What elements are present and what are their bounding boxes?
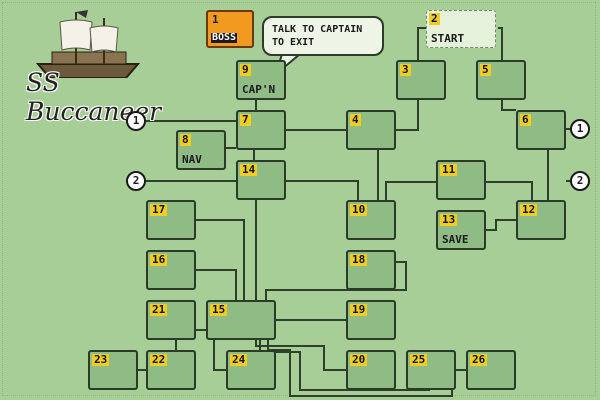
room-11[interactable]: 11 — [436, 160, 486, 200]
room-21[interactable]: 21 — [146, 300, 196, 340]
exit-marker-2-left[interactable]: 2 — [126, 171, 146, 191]
room-4[interactable]: 4 — [346, 110, 396, 150]
captain-dialog: TALK TO CAPTAIN TO EXIT — [262, 16, 384, 56]
room-number: 16 — [150, 253, 168, 266]
room-number: 22 — [150, 353, 168, 366]
room-number: 24 — [230, 353, 248, 366]
game-title: SS Buccaneer — [26, 68, 162, 126]
exit-marker-1-right[interactable]: 1 — [570, 119, 590, 139]
room-15[interactable]: 15 — [206, 300, 276, 340]
room-number: 13 — [440, 213, 458, 226]
room-number: 11 — [440, 163, 458, 176]
room-number: 15 — [210, 303, 228, 316]
ship-logo: SS Buccaneer — [10, 8, 200, 126]
room-16[interactable]: 16 — [146, 250, 196, 290]
room-number: 4 — [350, 113, 361, 126]
room-number: 20 — [350, 353, 368, 366]
room-9-captain[interactable]: 9 CAP'N — [236, 60, 286, 100]
room-label: SAVE — [442, 233, 469, 246]
room-number: 14 — [240, 163, 258, 176]
room-label: NAV — [182, 153, 202, 166]
room-number: 19 — [350, 303, 368, 316]
room-number: 6 — [520, 113, 531, 126]
exit-marker-2-right[interactable]: 2 — [570, 171, 590, 191]
room-20[interactable]: 20 — [346, 350, 396, 390]
room-22[interactable]: 22 — [146, 350, 196, 390]
room-18[interactable]: 18 — [346, 250, 396, 290]
room-number: 21 — [150, 303, 168, 316]
room-number: 18 — [350, 253, 368, 266]
room-number: 12 — [520, 203, 538, 216]
room-14[interactable]: 14 — [236, 160, 286, 200]
room-7[interactable]: 7 — [236, 110, 286, 150]
room-17[interactable]: 17 — [146, 200, 196, 240]
room-label: CAP'N — [242, 83, 276, 96]
room-26[interactable]: 26 — [466, 350, 516, 390]
room-8-nav[interactable]: 8 NAV — [176, 130, 226, 170]
room-6[interactable]: 6 — [516, 110, 566, 150]
dialog-line-1: TALK TO CAPTAIN — [272, 24, 363, 35]
room-number: 17 — [150, 203, 168, 216]
room-number: 3 — [400, 63, 411, 76]
room-number: 26 — [470, 353, 488, 366]
room-label: BOSS — [211, 32, 238, 43]
room-number: 8 — [180, 133, 191, 146]
exit-marker-1-left[interactable]: 1 — [126, 111, 146, 131]
room-number: 5 — [480, 63, 491, 76]
room-13-save[interactable]: 13 SAVE — [436, 210, 486, 250]
dialog-line-2: TO EXIT — [272, 37, 315, 48]
room-number: 25 — [410, 353, 428, 366]
room-23[interactable]: 23 — [88, 350, 138, 390]
room-label: START — [431, 32, 465, 45]
room-24[interactable]: 24 — [226, 350, 276, 390]
room-number: 2 — [429, 12, 440, 25]
room-number: 7 — [240, 113, 251, 126]
room-25[interactable]: 25 — [406, 350, 456, 390]
room-2-start[interactable]: 2 START — [426, 10, 496, 48]
room-5[interactable]: 5 — [476, 60, 526, 100]
ship-icon — [35, 10, 141, 78]
room-number: 23 — [92, 353, 110, 366]
room-number: 10 — [350, 203, 368, 216]
room-12[interactable]: 12 — [516, 200, 566, 240]
room-10[interactable]: 10 — [346, 200, 396, 240]
room-19[interactable]: 19 — [346, 300, 396, 340]
room-3[interactable]: 3 — [396, 60, 446, 100]
room-1-boss[interactable]: 1 BOSS — [206, 10, 254, 48]
room-number: 9 — [240, 63, 251, 76]
room-number: 1 — [212, 13, 219, 26]
